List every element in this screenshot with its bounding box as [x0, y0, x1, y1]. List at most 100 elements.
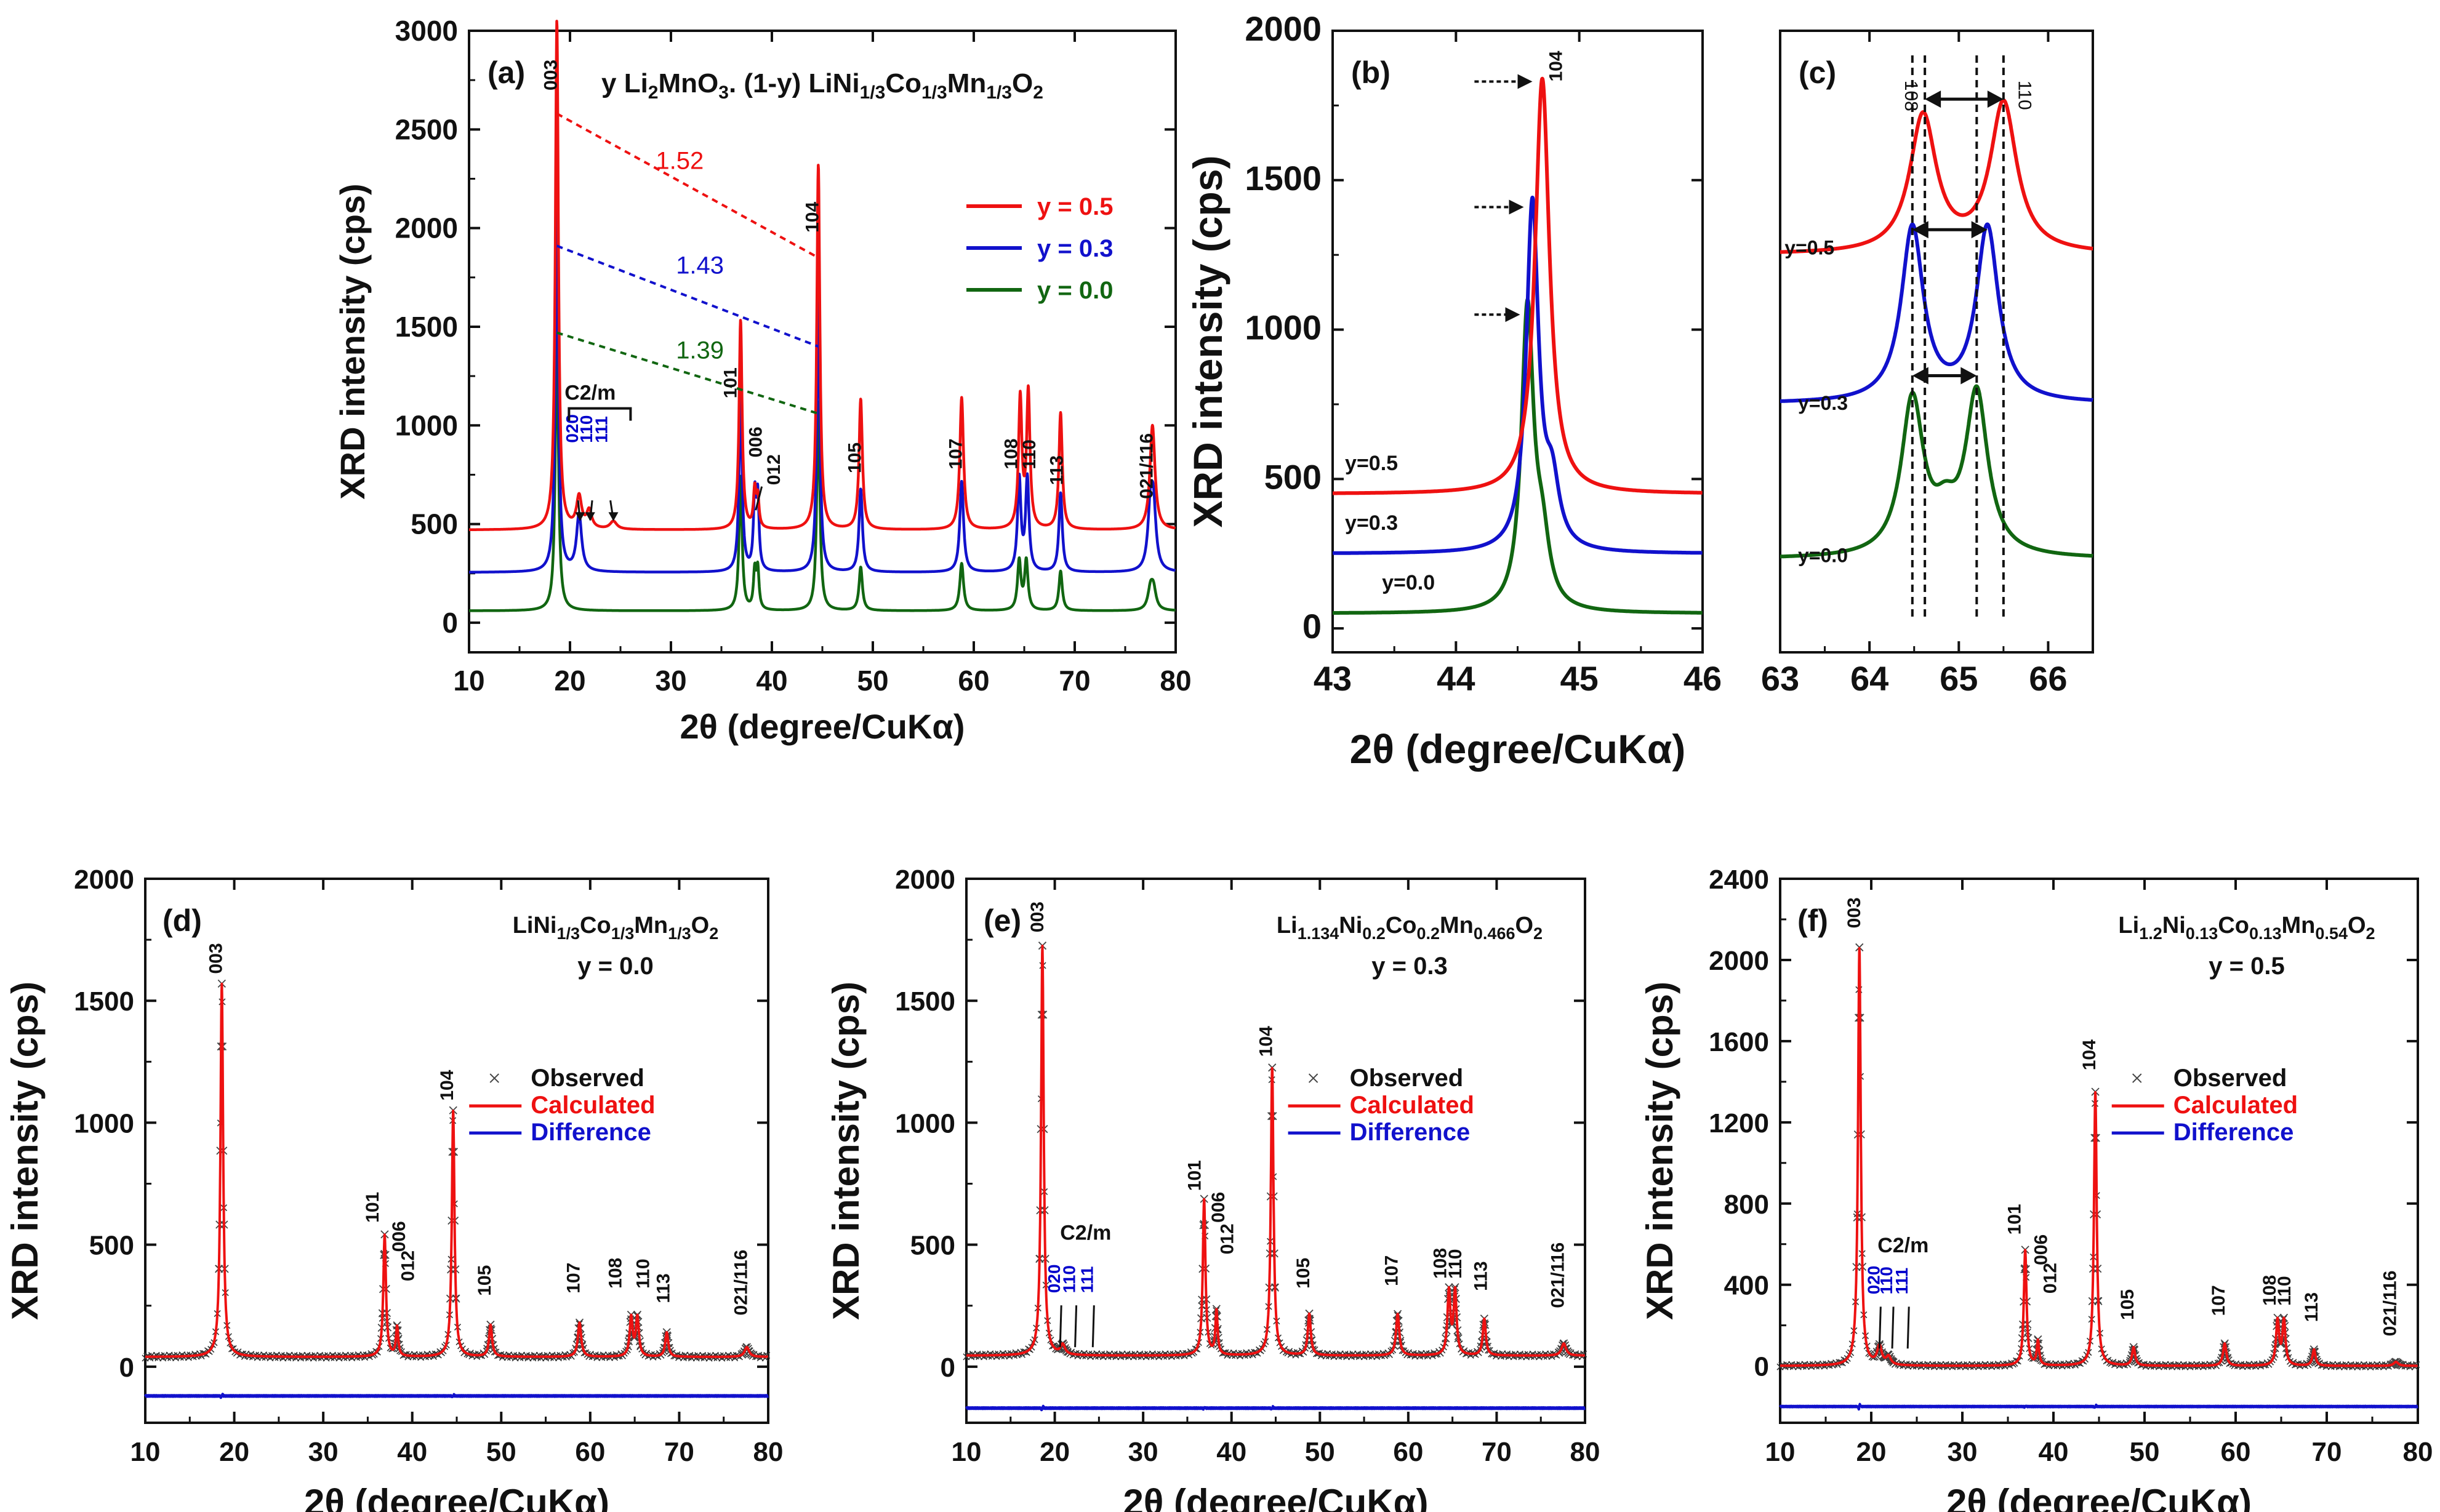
y-tick-label: 1500 — [74, 986, 134, 1017]
x-tick-label: 80 — [753, 1437, 784, 1467]
peak-index-label: 101 — [721, 367, 741, 398]
series-line-03 — [1778, 222, 2095, 403]
x-tick-label: 70 — [2312, 1437, 2342, 1467]
x-tick-label: 60 — [1393, 1437, 1423, 1467]
panel-d-refinement-y0: 10 20 30 40 50 60 70 80 0 500 1000 1500 2000 2θ (degr… — [4, 865, 783, 1512]
peak-index-label: 006 — [2031, 1234, 2052, 1265]
y-tick-label: 1500 — [395, 311, 458, 343]
series-label: y=0.5 — [1345, 452, 1398, 475]
x-tick-label: 60 — [958, 665, 989, 697]
composition-formula: Li1.134Ni0.2Co0.2Mn0.466O2 — [1277, 913, 1543, 943]
x-tick-label: 30 — [308, 1437, 339, 1467]
y-tick-label: 3000 — [395, 15, 458, 47]
x-tick-label: 50 — [2130, 1437, 2160, 1467]
x-tick-label: 80 — [2403, 1437, 2433, 1467]
plot-frame — [1779, 30, 2094, 654]
panel-label: (e) — [984, 903, 1021, 938]
peak-split-arrowhead-right — [1971, 221, 1988, 239]
x-tick-label: 50 — [486, 1437, 516, 1467]
x-tick-label: 20 — [219, 1437, 249, 1467]
peak-index-label: 104 — [2079, 1039, 2100, 1070]
composition-formula: Li1.2Ni0.13Co0.13Mn0.54O2 — [2118, 913, 2375, 943]
peak-index-label: 021/116 — [2380, 1271, 2400, 1337]
peak-index-label: 021/116 — [1136, 433, 1157, 499]
peak-index-label: 110 — [1019, 439, 1040, 469]
y-tick-label: 2000 — [74, 865, 134, 895]
peak-pointer-arrow — [1891, 1306, 1895, 1349]
x-tick-label: 65 — [1940, 659, 1978, 698]
plot-frame — [1331, 30, 1704, 654]
x-tick-label: 44 — [1437, 659, 1475, 698]
x-tick-label: 40 — [2039, 1437, 2069, 1467]
panel-label: (a) — [488, 55, 525, 90]
peak-shift-arrowhead — [1517, 74, 1533, 89]
peak-index-label: 107 — [945, 439, 966, 470]
x-tick-label: 46 — [1684, 659, 1722, 698]
peak-shift-arrowhead — [1505, 307, 1520, 322]
y-tick-label: 400 — [1724, 1271, 1769, 1301]
peak-pointer-head — [575, 512, 585, 521]
panel-label: (f) — [1797, 903, 1828, 938]
y-tick-label: 1500 — [1245, 159, 1322, 198]
series-line-00 — [1778, 384, 2095, 559]
peak-index-label: 101 — [363, 1192, 383, 1223]
peak-index-label: 021/116 — [1548, 1242, 1568, 1308]
y-axis-label: XRD intensity (cps) — [4, 982, 46, 1320]
series-label: y=0.0 — [1798, 545, 1848, 567]
x-axis-label: 2θ (degree/CuKα) — [1946, 1482, 2252, 1512]
peak-index-label: 107 — [1382, 1255, 1402, 1286]
y-tick-label: 1500 — [895, 986, 955, 1017]
intensity-ratio-line — [556, 244, 819, 348]
y-tick-label: 0 — [442, 607, 458, 639]
peak-index-label: 107 — [564, 1263, 584, 1294]
intensity-ratio-label: 1.43 — [676, 252, 724, 279]
peak-pointer-arrow — [755, 486, 763, 511]
difference-line — [965, 1404, 1586, 1412]
peak-index-label: 003 — [1027, 902, 1048, 932]
peak-index-label: 101 — [2005, 1204, 2025, 1234]
x-tick-label: 30 — [1948, 1437, 1978, 1467]
peak-index-label: 108 — [2260, 1275, 2280, 1306]
peak-pointer-arrow — [1074, 1305, 1078, 1348]
series-line-03 — [468, 194, 1177, 574]
y-tick-label: 1000 — [395, 409, 458, 441]
panel-label: (c) — [1799, 55, 1836, 90]
x-axis-label: 2θ (degree/CuKα) — [680, 707, 965, 746]
peak-index-label: 012 — [2040, 1263, 2060, 1294]
x-tick-label: 80 — [1160, 665, 1191, 697]
x-tick-label: 10 — [130, 1437, 161, 1467]
x-axis-label: 2θ (degree/CuKα) — [1350, 726, 1686, 772]
peak-index-label: 105 — [1293, 1258, 1314, 1289]
intensity-ratio-line — [556, 112, 819, 259]
peak-pointer-arrow — [1878, 1306, 1882, 1349]
peak-index-label: 012 — [398, 1250, 419, 1281]
monoclinic-peak-label: 110 — [1060, 1265, 1079, 1293]
legend-observed-marker — [489, 1073, 499, 1083]
legend-calculated: Calculated — [531, 1092, 655, 1119]
monoclinic-peak-label: 110 — [1877, 1266, 1896, 1294]
peak-index-label: 105 — [2117, 1289, 2138, 1320]
composition-y-value: y = 0.3 — [1371, 953, 1447, 980]
legend-entry: y = 0.3 — [1037, 235, 1113, 262]
y-tick-label: 2000 — [895, 865, 955, 895]
y-tick-label: 0 — [119, 1353, 134, 1383]
peak-pointer-head — [585, 512, 595, 521]
x-axis-label: 2θ (degree/CuKα) — [304, 1482, 609, 1512]
x-tick-label: 70 — [664, 1437, 694, 1467]
y-tick-label: 2000 — [1245, 9, 1322, 48]
legend-calculated: Calculated — [1350, 1092, 1474, 1119]
intensity-ratio-label: 1.39 — [676, 337, 724, 364]
y-tick-label: 0 — [1302, 607, 1322, 646]
peak-index-label: 105 — [845, 442, 865, 473]
series-label: y=0.5 — [1784, 237, 1834, 259]
peak-index-label: 003 — [1844, 897, 1864, 928]
peak-index-label: 113 — [1471, 1261, 1491, 1290]
monoclinic-peak-label: 020 — [1045, 1264, 1064, 1293]
monoclinic-peak-label: 111 — [592, 416, 611, 443]
peak-index-label: 003 — [541, 60, 561, 90]
x-tick-label: 40 — [397, 1437, 427, 1467]
legend-calculated: Calculated — [2173, 1092, 2298, 1119]
legend-observed: Observed — [1350, 1065, 1464, 1092]
peak-index-label: 104 — [1546, 50, 1567, 81]
panel-label: (d) — [163, 903, 202, 938]
